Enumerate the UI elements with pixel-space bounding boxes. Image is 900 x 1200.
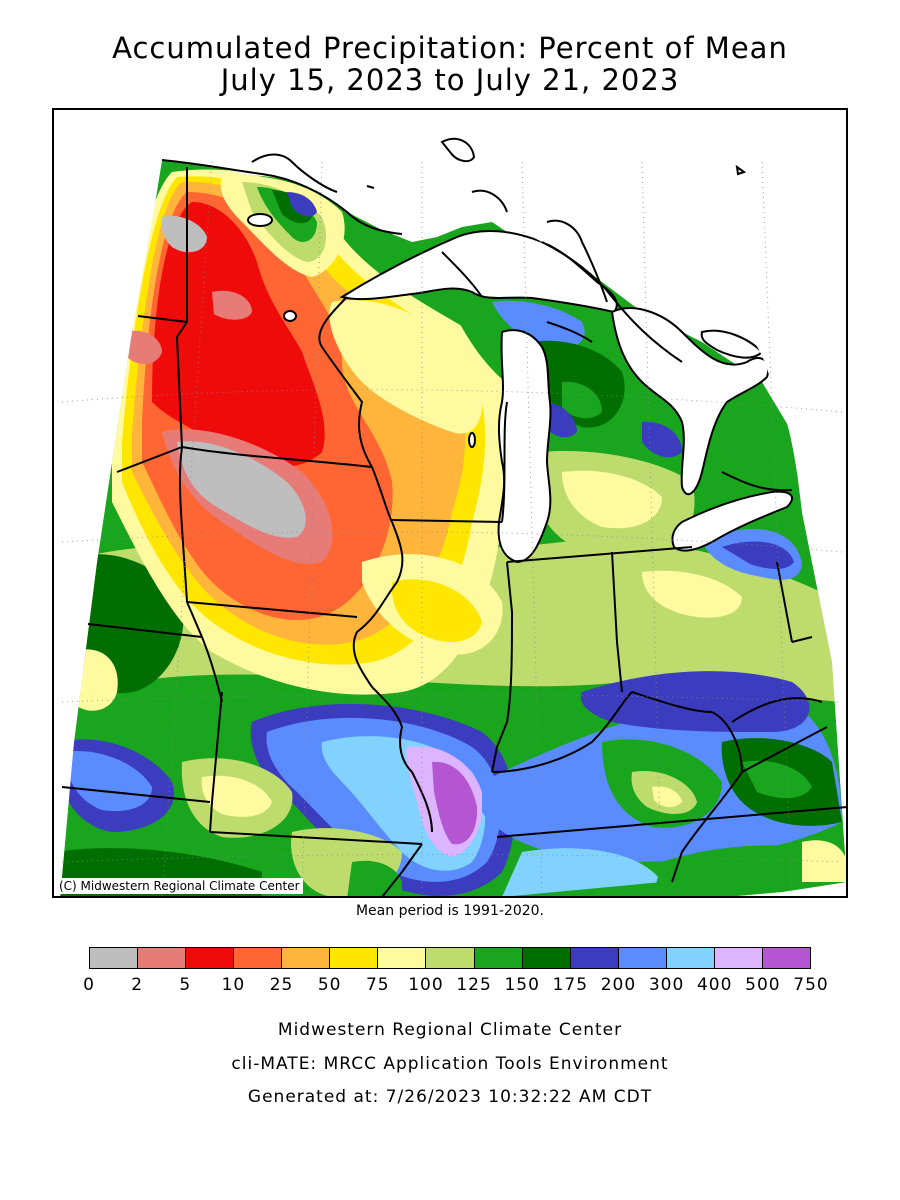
legend-tick-label: 2 xyxy=(131,975,144,995)
mean-period-note: Mean period is 1991-2020. xyxy=(355,903,545,919)
legend-labels: 0 2 5 10 25 50 75 100 125 150 175 200 300 400 500 750 xyxy=(0,975,900,997)
legend-tick-label: 300 xyxy=(648,975,685,995)
footer-tool: cli-MATE: MRCC Application Tools Environ… xyxy=(231,1054,669,1074)
legend-tick-label: 125 xyxy=(456,975,492,995)
legend-tick-label: 100 xyxy=(408,975,444,995)
footer-generated: Generated at: 7/26/2023 10:32:22 AM CDT xyxy=(247,1087,653,1107)
legend-tick-label: 5 xyxy=(179,975,192,995)
legend-tick-label: 10 xyxy=(221,975,246,995)
legend-swatch xyxy=(570,948,619,968)
map-date-range: July 15, 2023 to July 21, 2023 xyxy=(220,63,680,97)
legend-swatch xyxy=(618,948,667,968)
legend-swatch xyxy=(234,948,283,968)
legend-swatch xyxy=(522,948,571,968)
legend-tick-label: 175 xyxy=(552,975,589,995)
map-title: Accumulated Precipitation: Percent of Me… xyxy=(112,31,788,65)
color-legend xyxy=(89,947,811,969)
precipitation-map: (C) Midwestern Regional Climate Center xyxy=(52,108,848,898)
legend-swatch xyxy=(714,948,763,968)
legend-tick-label: 25 xyxy=(269,975,294,995)
legend-swatch xyxy=(330,948,379,968)
legend-swatch xyxy=(666,948,715,968)
footer-organization: Midwestern Regional Climate Center xyxy=(277,1020,623,1040)
legend-swatch xyxy=(378,948,427,968)
copyright-label: (C) Midwestern Regional Climate Center xyxy=(56,878,303,894)
legend-tick-label: 75 xyxy=(365,975,390,995)
legend-tick-label: 0 xyxy=(83,975,95,995)
legend-swatch xyxy=(426,948,475,968)
legend-swatch xyxy=(186,948,235,968)
legend-tick-label: 50 xyxy=(317,975,342,995)
legend-swatch xyxy=(474,948,523,968)
legend-tick-label: 200 xyxy=(600,975,637,995)
legend-tick-label: 750 xyxy=(793,975,829,995)
legend-swatch xyxy=(762,948,810,968)
legend-swatch xyxy=(138,948,187,968)
legend-swatch xyxy=(282,948,331,968)
legend-swatch xyxy=(90,948,139,968)
legend-tick-label: 400 xyxy=(696,975,733,995)
legend-tick-label: 150 xyxy=(504,975,540,995)
legend-tick-label: 500 xyxy=(745,975,781,995)
